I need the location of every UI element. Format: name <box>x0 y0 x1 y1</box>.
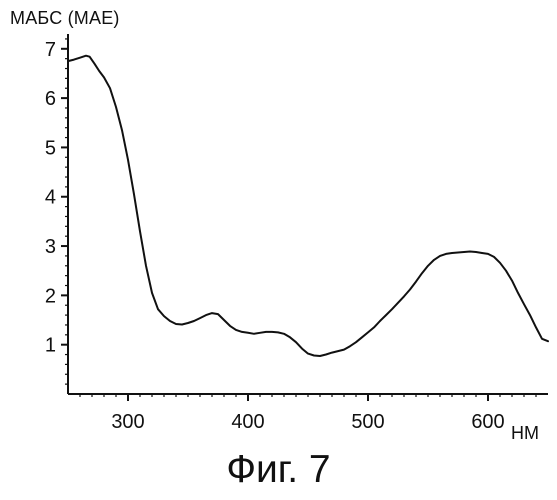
x-tick-label: 400 <box>231 411 264 433</box>
y-tick-label: 6 <box>45 88 56 110</box>
ticks-group: 1 2 3 4 5 6 7 300 400 500 600 <box>45 39 536 433</box>
x-tick-label: 600 <box>471 411 504 433</box>
y-tick-label: 4 <box>45 187 56 209</box>
series-group <box>68 56 548 356</box>
y-tick-label: 7 <box>45 39 56 61</box>
axes-group <box>68 34 548 394</box>
x-tick-label: 500 <box>351 411 384 433</box>
y-tick-label: 2 <box>45 285 56 307</box>
y-tick-label: 1 <box>45 335 56 357</box>
absorbance-spectrum-line <box>68 56 548 356</box>
y-tick-label: 3 <box>45 236 56 258</box>
figure-caption: Фиг. 7 <box>0 448 557 492</box>
x-tick-label: 300 <box>111 411 144 433</box>
y-tick-label: 5 <box>45 137 56 159</box>
x-axis-unit-label: НМ <box>511 423 539 444</box>
y-axis-label: МАБС (МАЕ) <box>10 8 120 29</box>
